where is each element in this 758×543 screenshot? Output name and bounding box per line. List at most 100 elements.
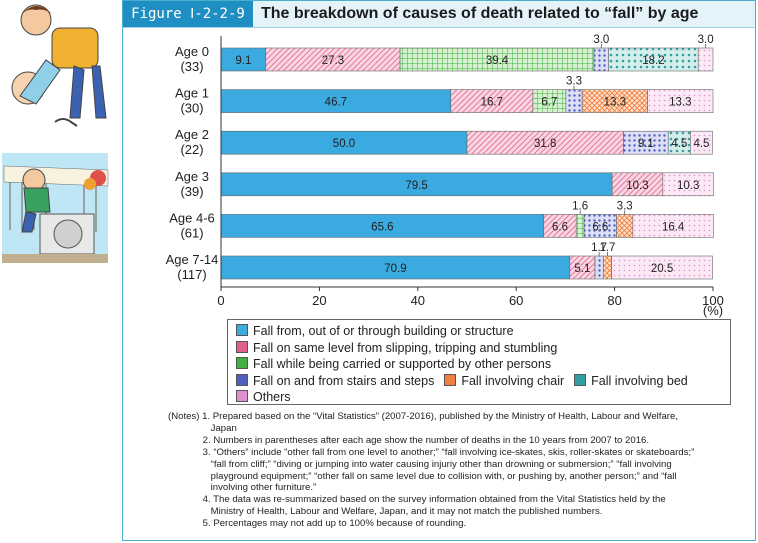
legend-row: Fall from, out of or through building or… [236, 323, 722, 340]
category-count: (22) [180, 142, 203, 157]
note-line: “fall from cliff;” “diving or jumping in… [168, 458, 672, 470]
legend-label: Fall from, out of or through building or… [253, 324, 514, 338]
figure-number-label: Figure Ⅰ-2-2-9 [123, 1, 253, 27]
data-label: 13.3 [669, 97, 691, 109]
data-label: 5.1 [574, 263, 590, 275]
note-line: 5. Percentages may not add up to 100% be… [168, 518, 467, 530]
legend-row: Others [236, 389, 722, 406]
note-line: playground equipment;” “other fall on sa… [168, 470, 677, 482]
category-label: Age 2 [175, 127, 209, 142]
data-label: 16.4 [662, 221, 685, 233]
child-climbing-balcony-illustration [2, 153, 109, 263]
data-label: 65.6 [371, 221, 393, 233]
data-label: 27.3 [322, 55, 344, 67]
data-label: 31.8 [534, 138, 556, 150]
category-count: (117) [177, 267, 206, 282]
legend-label: Fall on and from stairs and steps [253, 373, 435, 388]
legend-item: Fall involving bed [574, 373, 688, 390]
legend-label: Fall while being carried or supported by… [253, 357, 552, 371]
category-count: (30) [180, 101, 203, 116]
bar-segment [611, 255, 713, 280]
data-label: 50.0 [333, 138, 355, 150]
legend-row: Fall on same level from slipping, trippi… [236, 340, 722, 357]
data-label: 10.3 [626, 180, 648, 192]
note-line: involving other furniture.” [168, 482, 317, 494]
note-line: Japan [168, 422, 237, 434]
category-label: Age 7-14 [166, 252, 219, 267]
x-tick-label: 80 [607, 293, 621, 308]
notes: (Notes) 1. Prepared based on the “Vital … [168, 411, 748, 530]
legend-item: Fall on same level from slipping, trippi… [236, 340, 557, 357]
chart-title: The breakdown of causes of death related… [261, 5, 699, 22]
data-label: 16.7 [481, 97, 503, 109]
category-count: (39) [180, 184, 203, 199]
legend-swatch [236, 340, 248, 353]
data-label: 1.7 [599, 242, 615, 254]
legend-row: Fall on and from stairs and steps Fall in… [236, 373, 722, 390]
legend-item: Fall while being carried or supported by… [236, 356, 551, 373]
bar-segment [647, 89, 714, 113]
data-label: 1.6 [572, 200, 588, 212]
legend-label: Fall involving chair [461, 373, 565, 388]
data-label: 3.0 [698, 34, 714, 46]
category-label: Age 3 [175, 169, 209, 184]
data-label: 10.3 [677, 180, 699, 192]
x-tick-label: 40 [411, 293, 425, 308]
data-label: 6.7 [541, 97, 557, 109]
data-label: 70.9 [384, 263, 406, 275]
category-label: Age 0 [175, 44, 209, 59]
bar-segment [690, 130, 713, 155]
data-labels: 9.1 27.3 39.4 3.0 18.2 3.0 46.7 16.7 6.7 3.3 13.3 1… [235, 34, 713, 275]
bar-segment [602, 255, 612, 280]
data-label: 20.5 [651, 263, 673, 275]
data-label: 9.1 [235, 55, 251, 67]
legend-swatch [236, 357, 248, 369]
bar-segment [662, 172, 714, 197]
legend-item: Fall from, out of or through building or… [236, 323, 514, 340]
legend-swatch [236, 390, 248, 402]
category-labels: Age 0(33) Age 1(30) Age 2(22) Age 3(39) Age … [166, 44, 219, 282]
note-line: Ministry of Health, Labour and Welfare, … [168, 506, 603, 518]
note-line: 4. The data was re-summarized based on t… [168, 494, 666, 506]
legend-item: Fall involving chair [444, 373, 564, 390]
bar-segment [594, 255, 604, 280]
data-label: 1.7 [591, 242, 607, 254]
x-tick-label: 60 [509, 293, 523, 308]
bar-segment [697, 47, 714, 72]
x-tick-label: 100 [702, 293, 724, 308]
x-axis-unit-label: (%) [703, 303, 723, 318]
legend-swatch [236, 373, 248, 386]
category-label: Age 4-6 [169, 210, 215, 225]
stacked-bar-chart: Age 0(33) Age 1(30) Age 2(22) Age 3(39) Age … [166, 34, 724, 318]
x-tick-label: 20 [312, 293, 326, 308]
legend-label: Fall on same level from slipping, trippi… [253, 340, 558, 355]
data-label: 13.3 [604, 97, 626, 109]
note-line: 3. “Others” include “other fall from one… [168, 446, 695, 458]
legend-item: Others [236, 389, 291, 406]
data-label: 4.5 [671, 138, 687, 150]
bar-segment [593, 47, 609, 72]
data-label: 18.2 [642, 55, 664, 67]
legend-row: Fall while being carried or supported by… [236, 356, 722, 373]
bar-segment [575, 214, 585, 238]
x-tick-label: 0 [217, 293, 224, 308]
bar-segment [632, 214, 714, 238]
category-count: (61) [180, 225, 203, 240]
parent-dropping-baby-illustration [11, 4, 107, 127]
legend: Fall from, out of or through building or… [227, 319, 731, 405]
data-label: 4.5 [693, 138, 709, 150]
bar-segment [565, 89, 583, 113]
note-line: 2. Numbers in parentheses after each age… [168, 434, 650, 446]
data-label: 46.7 [325, 97, 347, 109]
data-label: 3.3 [566, 76, 582, 88]
legend-swatch [236, 324, 248, 336]
data-label: 6.6 [552, 221, 568, 233]
note-line: (Notes) 1. Prepared based on the “Vital … [168, 411, 678, 422]
legend-swatch [574, 373, 587, 386]
legend-label: Others [253, 390, 291, 404]
category-label: Age 1 [175, 86, 209, 101]
figure-header: Figure Ⅰ-2-2-9 The breakdown of causes o… [123, 1, 755, 28]
legend-swatch [444, 373, 457, 386]
legend-item: Fall on and from stairs and steps [236, 373, 434, 390]
x-axis: 0 20 40 60 80 100 [217, 36, 724, 308]
